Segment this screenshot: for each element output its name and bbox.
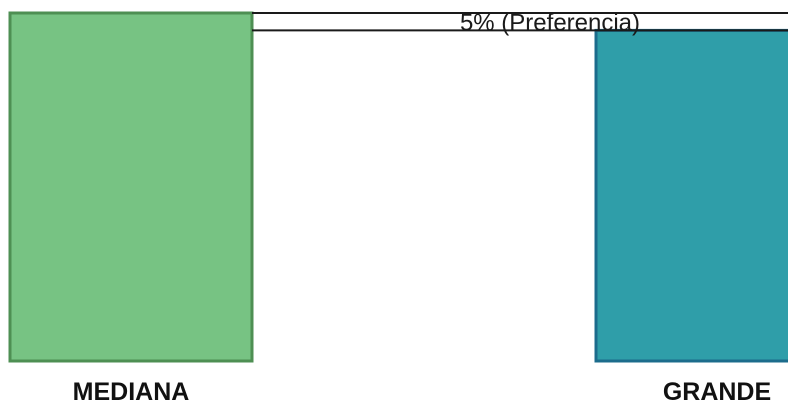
- bar-grande: [594, 28, 788, 363]
- category-labels: MEDIANA GRANDE: [73, 378, 772, 406]
- category-label-mediana: MEDIANA: [73, 378, 190, 406]
- category-label-grande: GRANDE: [663, 378, 771, 406]
- bars-group: [8, 11, 788, 363]
- bar-mediana: [8, 11, 254, 363]
- difference-annotation: 5% (Preferencia): [252, 10, 788, 37]
- annotation-label: 5% (Preferencia): [460, 10, 640, 37]
